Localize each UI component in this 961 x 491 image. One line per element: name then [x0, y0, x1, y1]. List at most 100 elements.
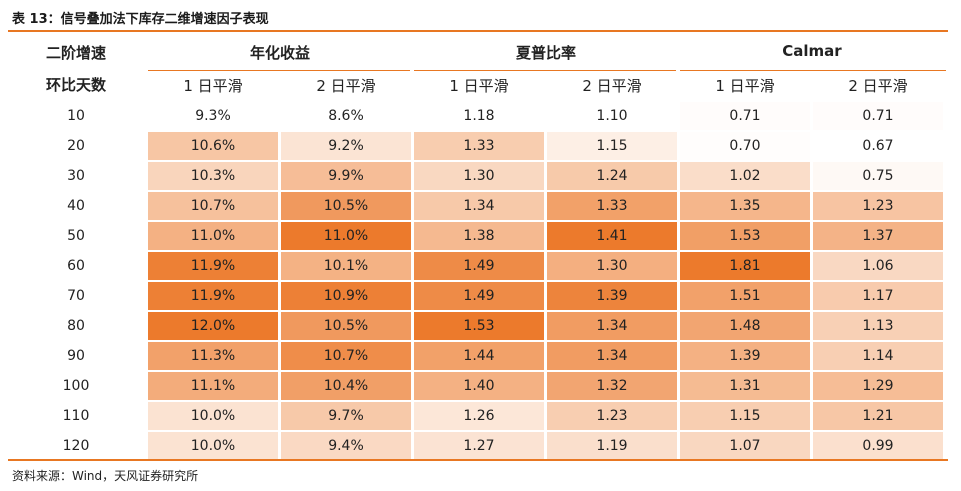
value-cell: 1.53	[680, 222, 810, 250]
subheader-cell: 1 日平滑	[183, 77, 243, 95]
table-caption: 表 13：信号叠加法下库存二维增速因子表现	[12, 12, 269, 27]
value-cell: 1.81	[680, 252, 810, 280]
group-underline-calmar	[680, 70, 946, 71]
subheader-cell: 1 日平滑	[449, 77, 509, 95]
row-label: 110	[62, 408, 90, 424]
value-cell: 1.51	[680, 282, 810, 310]
value-cell: 0.70	[680, 132, 810, 160]
value-cell: 10.6%	[148, 132, 278, 160]
row-label: 50	[67, 228, 85, 244]
value-cell: 12.0%	[148, 312, 278, 340]
value-cell: 11.0%	[148, 222, 278, 250]
value-cell: 1.39	[680, 342, 810, 370]
value-cell: 1.29	[813, 372, 943, 400]
value-cell: 1.27	[414, 432, 544, 460]
value-cell: 0.99	[813, 432, 943, 460]
value-cell: 9.7%	[281, 402, 411, 430]
value-cell: 0.71	[680, 102, 810, 130]
value-cell: 1.32	[547, 372, 677, 400]
subheader-cell: 2 日平滑	[316, 77, 376, 95]
value-cell: 1.48	[680, 312, 810, 340]
value-cell: 1.30	[414, 162, 544, 190]
bottom-rule	[8, 459, 948, 461]
value-cell: 1.35	[680, 192, 810, 220]
value-cell: 10.4%	[281, 372, 411, 400]
row-label: 20	[67, 138, 85, 154]
value-cell: 9.9%	[281, 162, 411, 190]
group-header-sharpe: 夏普比率	[515, 44, 576, 62]
value-cell: 10.3%	[148, 162, 278, 190]
group-underline-annual-return	[148, 70, 410, 71]
row-label: 80	[67, 318, 85, 334]
top-rule	[8, 30, 948, 32]
value-cell: 1.07	[680, 432, 810, 460]
value-cell: 0.75	[813, 162, 943, 190]
subheader-cell: 2 日平滑	[582, 77, 642, 95]
row-label: 70	[67, 288, 85, 304]
value-cell: 0.71	[813, 102, 943, 130]
value-cell: 9.3%	[148, 102, 278, 130]
group-header-calmar: Calmar	[782, 42, 842, 60]
value-cell: 1.33	[547, 192, 677, 220]
subheader-cell: 1 日平滑	[715, 77, 775, 95]
value-cell: 1.34	[547, 312, 677, 340]
value-cell: 11.0%	[281, 222, 411, 250]
value-cell: 1.18	[414, 102, 544, 130]
subheader-cell: 2 日平滑	[848, 77, 908, 95]
value-cell: 1.23	[547, 402, 677, 430]
value-cell: 1.19	[547, 432, 677, 460]
value-cell: 1.02	[680, 162, 810, 190]
value-cell: 1.23	[813, 192, 943, 220]
row-label: 30	[67, 168, 85, 184]
value-cell: 1.53	[414, 312, 544, 340]
row-label: 40	[67, 198, 85, 214]
value-cell: 10.7%	[281, 342, 411, 370]
value-cell: 1.33	[414, 132, 544, 160]
value-cell: 1.17	[813, 282, 943, 310]
value-cell: 1.30	[547, 252, 677, 280]
value-cell: 1.49	[414, 252, 544, 280]
value-cell: 10.0%	[148, 402, 278, 430]
value-cell: 9.4%	[281, 432, 411, 460]
value-cell: 8.6%	[281, 102, 411, 130]
value-cell: 9.2%	[281, 132, 411, 160]
value-cell: 1.34	[547, 342, 677, 370]
row-label: 120	[62, 438, 90, 454]
value-cell: 1.15	[547, 132, 677, 160]
row-header-line2: 环比天数	[45, 76, 106, 94]
value-cell: 1.41	[547, 222, 677, 250]
value-cell: 1.38	[414, 222, 544, 250]
value-cell: 1.39	[547, 282, 677, 310]
value-cell: 11.9%	[148, 252, 278, 280]
value-cell: 10.0%	[148, 432, 278, 460]
row-label: 90	[67, 348, 85, 364]
row-label: 10	[67, 108, 85, 124]
value-cell: 10.1%	[281, 252, 411, 280]
value-cell: 11.9%	[148, 282, 278, 310]
value-cell: 1.37	[813, 222, 943, 250]
value-cell: 11.1%	[148, 372, 278, 400]
value-cell: 1.24	[547, 162, 677, 190]
group-underline-sharpe	[414, 70, 676, 71]
value-cell: 1.34	[414, 192, 544, 220]
value-cell: 1.21	[813, 402, 943, 430]
value-cell: 1.44	[414, 342, 544, 370]
value-cell: 0.67	[813, 132, 943, 160]
value-cell: 10.7%	[148, 192, 278, 220]
source-note: 资料来源：Wind，天风证券研究所	[12, 469, 199, 483]
value-cell: 1.14	[813, 342, 943, 370]
value-cell: 11.3%	[148, 342, 278, 370]
value-cell: 10.5%	[281, 192, 411, 220]
value-cell: 1.49	[414, 282, 544, 310]
value-cell: 1.10	[547, 102, 677, 130]
value-cell: 10.9%	[281, 282, 411, 310]
row-label: 100	[62, 378, 90, 394]
value-cell: 1.06	[813, 252, 943, 280]
row-label: 60	[67, 258, 85, 274]
value-cell: 1.31	[680, 372, 810, 400]
value-cell: 1.13	[813, 312, 943, 340]
group-header-annual-return: 年化收益	[249, 44, 310, 62]
row-header-line1: 二阶增速	[45, 44, 106, 62]
value-cell: 10.5%	[281, 312, 411, 340]
value-cell: 1.40	[414, 372, 544, 400]
